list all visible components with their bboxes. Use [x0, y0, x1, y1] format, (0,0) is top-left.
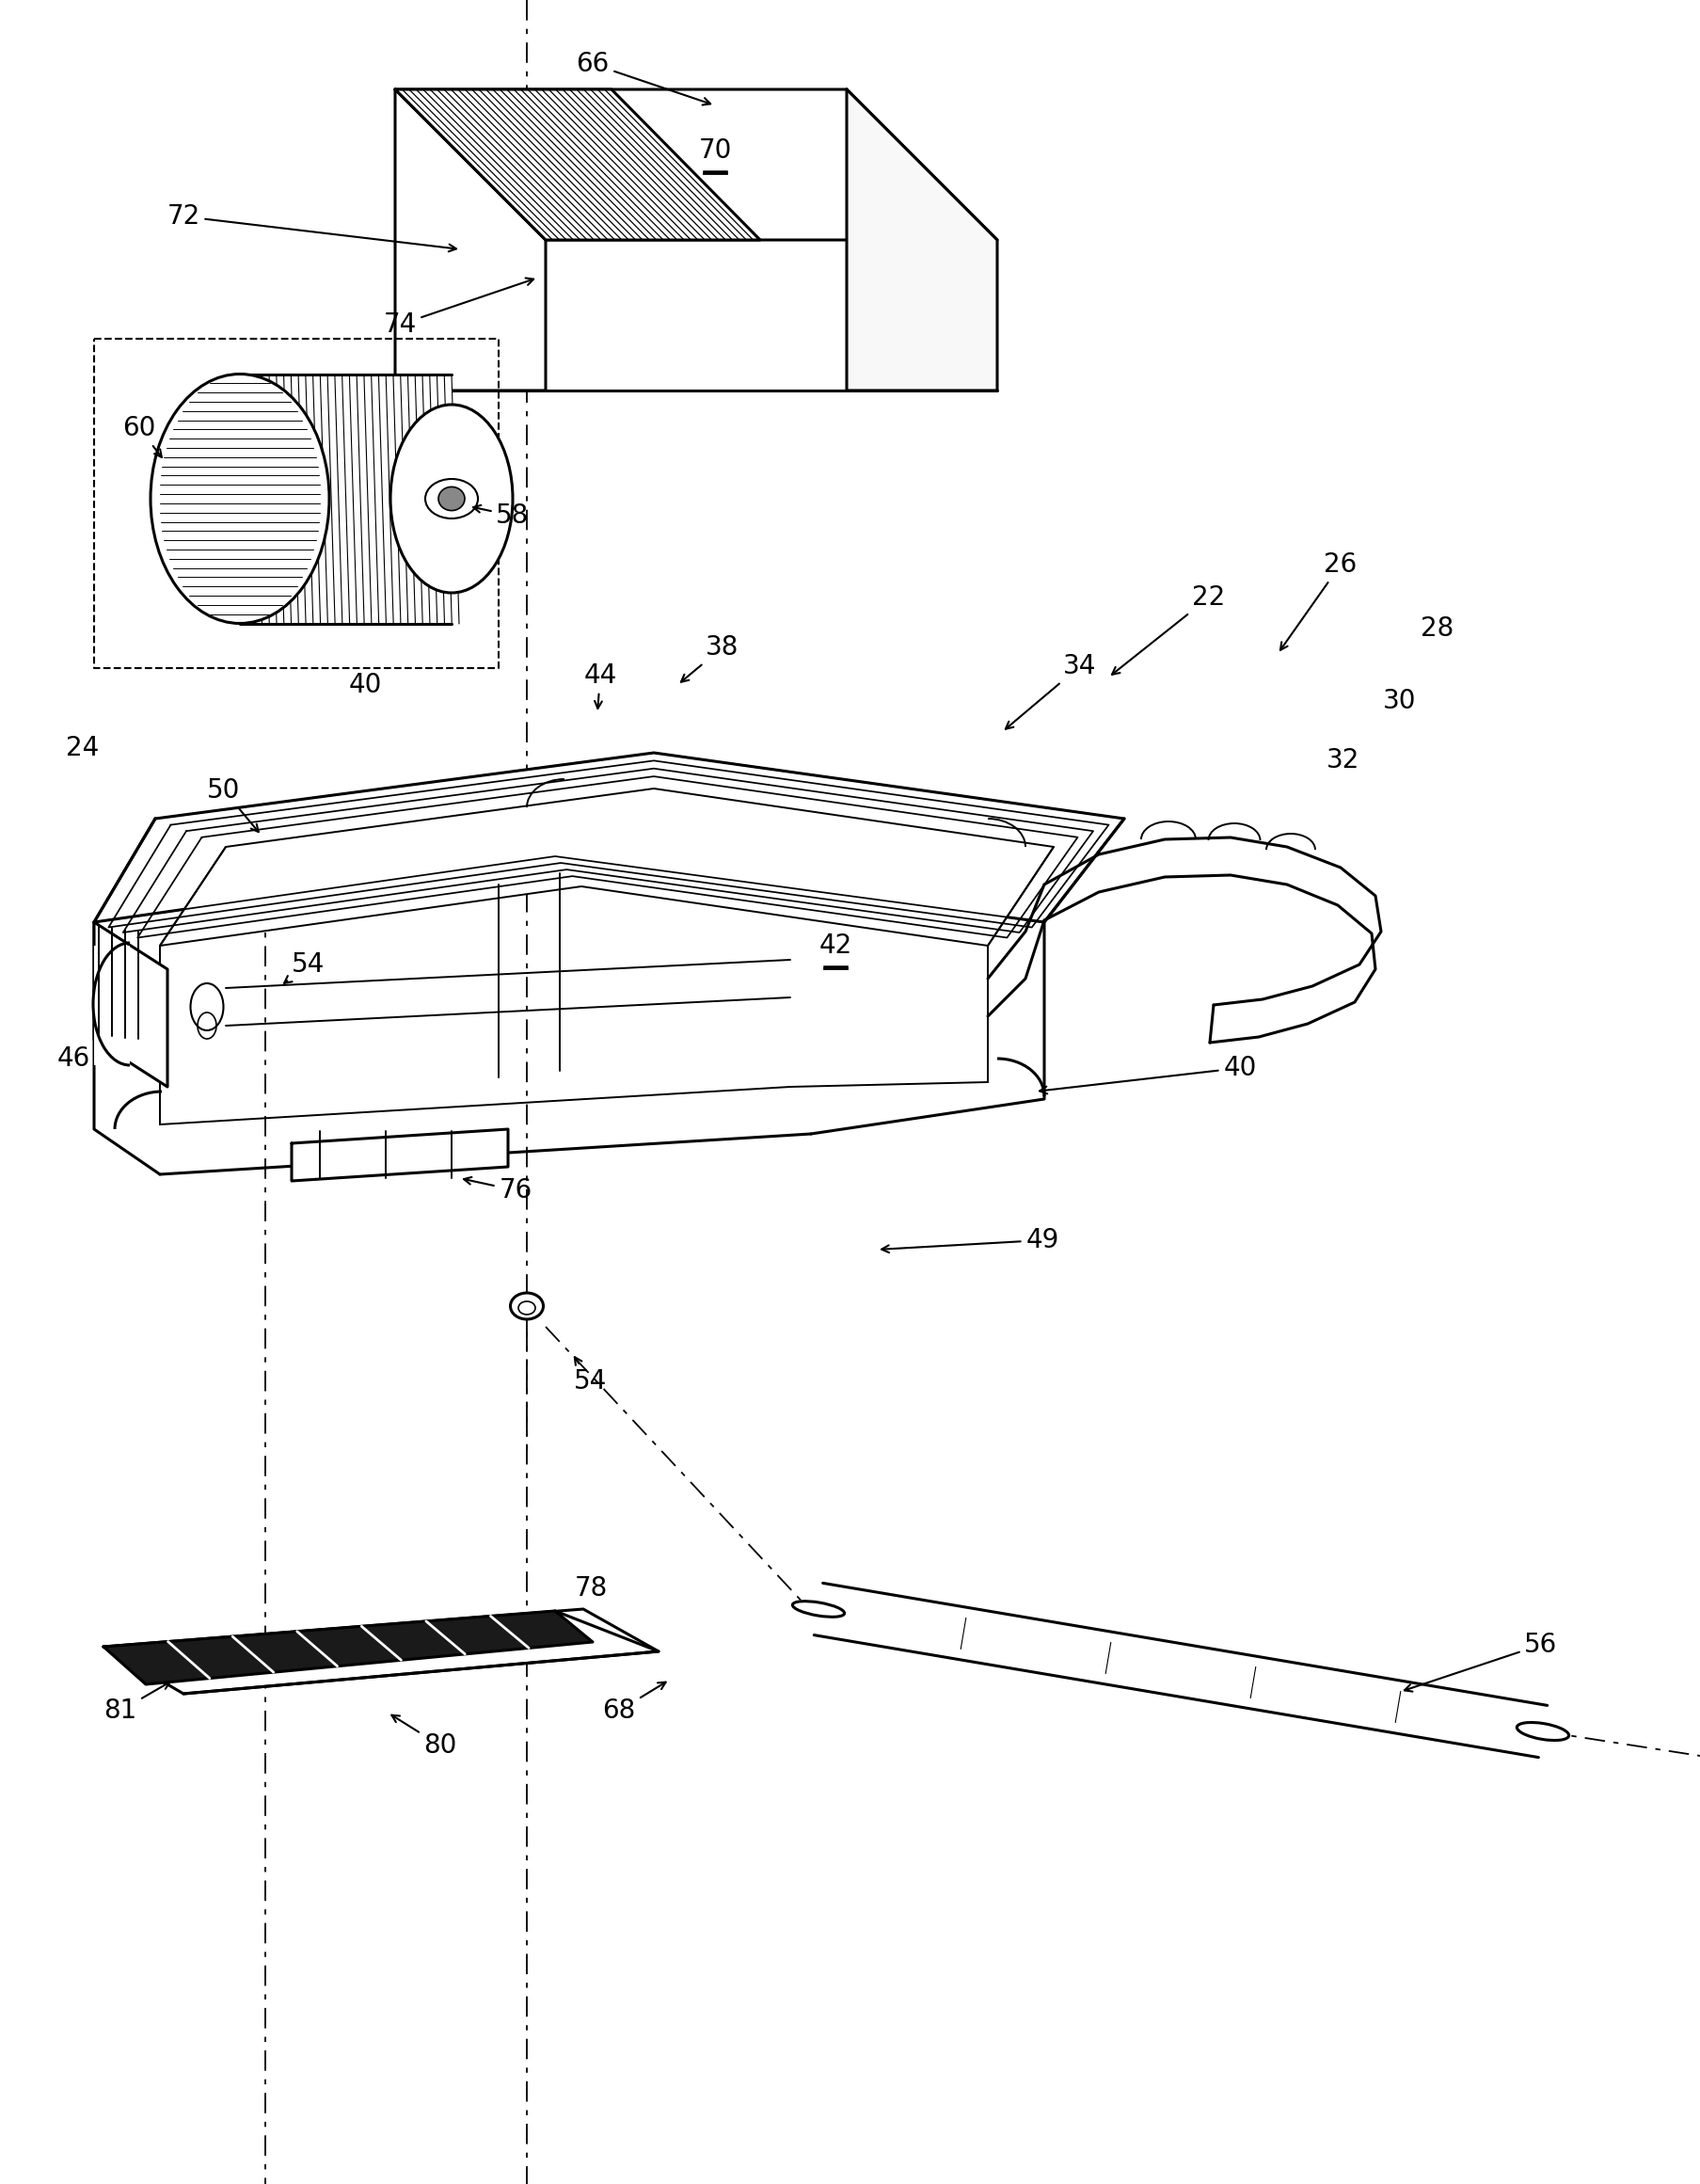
Ellipse shape	[792, 1601, 843, 1616]
Text: 42: 42	[818, 933, 852, 959]
Text: 22: 22	[1112, 585, 1224, 675]
Text: 72: 72	[167, 203, 456, 251]
Polygon shape	[94, 753, 1124, 922]
Polygon shape	[94, 946, 129, 1066]
Text: 40: 40	[1039, 1055, 1256, 1094]
Ellipse shape	[425, 478, 478, 518]
Text: 66: 66	[576, 50, 711, 105]
Text: 54: 54	[575, 1356, 607, 1396]
Text: 46: 46	[56, 1046, 90, 1072]
Polygon shape	[394, 90, 760, 240]
Text: 32: 32	[1326, 747, 1360, 773]
Text: 70: 70	[699, 138, 731, 164]
Polygon shape	[394, 90, 996, 240]
Text: 54: 54	[284, 952, 325, 983]
Polygon shape	[847, 90, 996, 391]
Polygon shape	[240, 373, 450, 625]
Text: 34: 34	[1005, 653, 1096, 729]
Text: 30: 30	[1382, 688, 1416, 714]
Polygon shape	[160, 788, 1052, 946]
Ellipse shape	[439, 487, 464, 511]
Polygon shape	[104, 1610, 658, 1695]
Text: 60: 60	[122, 415, 162, 456]
Ellipse shape	[150, 373, 330, 622]
Text: 78: 78	[575, 1575, 607, 1601]
Text: 58: 58	[473, 502, 529, 529]
Polygon shape	[394, 90, 546, 391]
Polygon shape	[291, 1129, 508, 1182]
Text: 26: 26	[1280, 550, 1357, 651]
Text: 80: 80	[391, 1714, 457, 1758]
Text: 68: 68	[602, 1682, 665, 1723]
Text: 56: 56	[1404, 1631, 1557, 1690]
Text: 44: 44	[583, 662, 617, 708]
Polygon shape	[814, 1583, 1547, 1758]
Text: 74: 74	[382, 277, 534, 339]
Text: 76: 76	[464, 1177, 532, 1203]
Polygon shape	[94, 922, 167, 1088]
Text: 24: 24	[66, 734, 99, 762]
Text: 49: 49	[881, 1227, 1059, 1254]
Ellipse shape	[1516, 1723, 1567, 1741]
Polygon shape	[104, 1612, 592, 1684]
Text: 28: 28	[1420, 616, 1454, 642]
Text: 38: 38	[680, 633, 740, 681]
Text: 50: 50	[207, 778, 258, 832]
Ellipse shape	[510, 1293, 542, 1319]
Ellipse shape	[391, 404, 512, 592]
Text: 40: 40	[348, 673, 381, 699]
Text: 81: 81	[104, 1682, 170, 1723]
